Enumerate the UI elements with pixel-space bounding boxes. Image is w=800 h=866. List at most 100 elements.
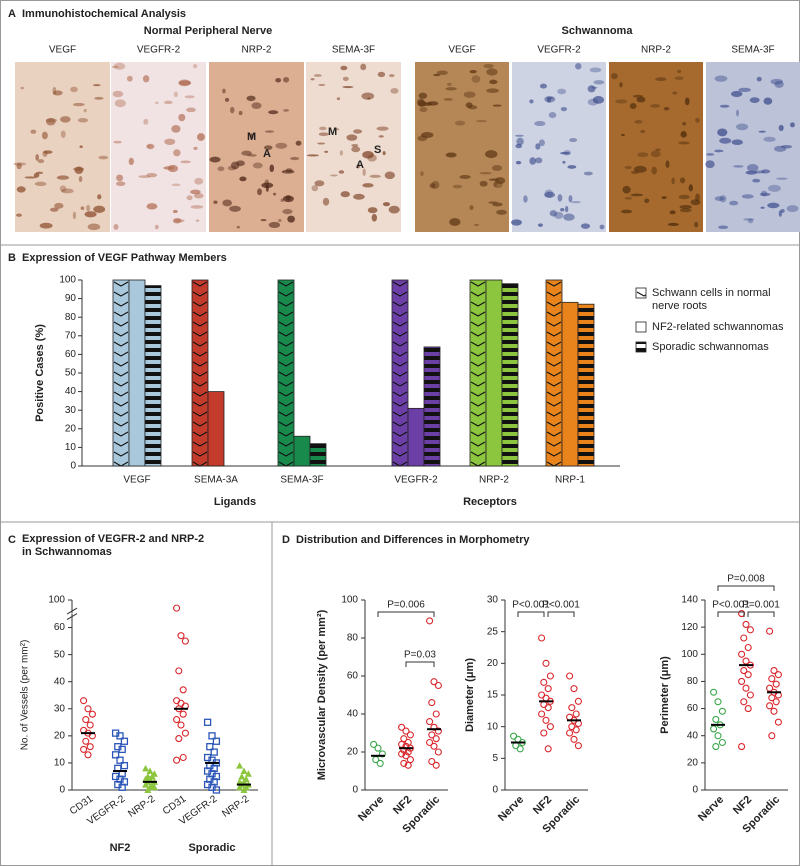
image-label: VEGFR-2 (137, 45, 181, 56)
data-point (428, 731, 436, 739)
y-tick-label: 40 (687, 730, 699, 741)
data-point (146, 767, 154, 775)
x-tick-label: NRP-1 (555, 475, 585, 486)
p-value: P<0.001 (712, 600, 750, 611)
data-point (744, 671, 752, 679)
data-point (574, 697, 582, 705)
data-point (712, 715, 720, 723)
data-point (370, 740, 378, 748)
x-tick-label: Nerve (496, 794, 526, 824)
data-point (173, 716, 181, 724)
data-point (718, 738, 726, 747)
data-point (236, 783, 244, 791)
micrograph (415, 62, 509, 232)
y-tick-label: 25 (487, 626, 499, 637)
y-axis-label: Microvascular Density (per mm²) (316, 609, 328, 780)
y-tick-label: 20 (687, 757, 699, 768)
panel-title: Expression of VEGFR-2 and NRP-2 in Schwa… (22, 533, 205, 558)
p-value: P=0.001 (742, 600, 780, 611)
data-point (544, 685, 552, 693)
y-tick-label: 60 (54, 622, 66, 633)
p-value: P=0.008 (727, 574, 765, 585)
y-tick-label: 30 (487, 595, 499, 606)
micrograph-texture (705, 75, 799, 230)
y-tick-label: 0 (70, 461, 76, 472)
y-tick-label: 60 (687, 703, 699, 714)
data-point (570, 735, 578, 743)
y-tick-label: 30 (65, 405, 77, 416)
data-point (120, 737, 129, 745)
data-point (398, 750, 406, 758)
x-tick-label: SEMA-3A (194, 475, 238, 486)
data-point (772, 680, 780, 688)
data-point (738, 743, 746, 751)
micrograph-texture (209, 76, 302, 229)
legend-label: Schwann cells in normal nerve roots (652, 287, 771, 312)
bar (309, 443, 327, 467)
significance-bracket (517, 611, 545, 617)
data-point (402, 727, 410, 735)
y-tick-label: 100 (59, 275, 76, 286)
data-point (118, 745, 126, 754)
data-point (768, 732, 776, 740)
data-point (206, 743, 214, 751)
data-point (177, 632, 185, 640)
bar (277, 279, 295, 467)
y-tick-label: 40 (54, 676, 66, 687)
x-tick-label: NRP-2 (220, 793, 251, 819)
data-point (574, 719, 582, 728)
y-tick-label: 120 (681, 622, 698, 633)
data-point (546, 723, 554, 731)
data-point (714, 698, 722, 706)
legend-swatch (635, 341, 647, 353)
p-value: P<0.001 (512, 600, 550, 611)
y-tick-label: 20 (54, 730, 66, 741)
y-tick-label: 10 (65, 442, 77, 453)
data-point (572, 710, 580, 718)
data-point (740, 667, 748, 675)
y-tick-label: 20 (347, 747, 359, 758)
y-axis-label: No. of Vessels (per mm²) (20, 640, 31, 751)
data-point (142, 764, 150, 772)
data-point (84, 705, 92, 713)
data-point (179, 710, 187, 718)
data-point (568, 704, 576, 712)
micrograph (609, 62, 703, 232)
data-point (712, 743, 720, 751)
bar (128, 279, 146, 467)
panel-title: Expression of VEGF Pathway Members (22, 252, 227, 264)
data-point (738, 677, 746, 685)
y-tick-label: 0 (492, 785, 498, 796)
data-point (173, 756, 181, 764)
data-point (766, 627, 774, 635)
y-tick-label: 0 (692, 785, 698, 796)
x-tick-label: Nerve (696, 794, 726, 824)
data-point (766, 702, 774, 710)
bar (561, 301, 579, 467)
significance-bracket (377, 611, 435, 617)
legend-label: NF2-related schwannomas (652, 321, 784, 333)
bar (577, 303, 595, 467)
data-point (406, 756, 414, 764)
micrograph (15, 62, 110, 232)
data-point (738, 650, 746, 658)
data-point (540, 729, 548, 737)
bar (501, 283, 519, 467)
x-tick-label: Nerve (356, 794, 386, 824)
panel-letter: A (8, 8, 16, 20)
y-tick-label: 90 (65, 293, 77, 304)
data-point (88, 710, 96, 718)
y-axis-label: Positive Cases (%) (34, 324, 46, 422)
data-point (84, 751, 92, 759)
image-annotation: S (374, 144, 381, 156)
data-point (572, 726, 580, 734)
significance-bracket (547, 611, 575, 617)
data-point (240, 786, 248, 793)
micrograph-texture (511, 62, 605, 230)
data-point (181, 637, 189, 645)
image-annotation: A (356, 159, 364, 171)
data-point (173, 604, 181, 612)
micrograph-texture (610, 69, 701, 228)
bar (191, 279, 209, 467)
data-point (742, 657, 750, 665)
